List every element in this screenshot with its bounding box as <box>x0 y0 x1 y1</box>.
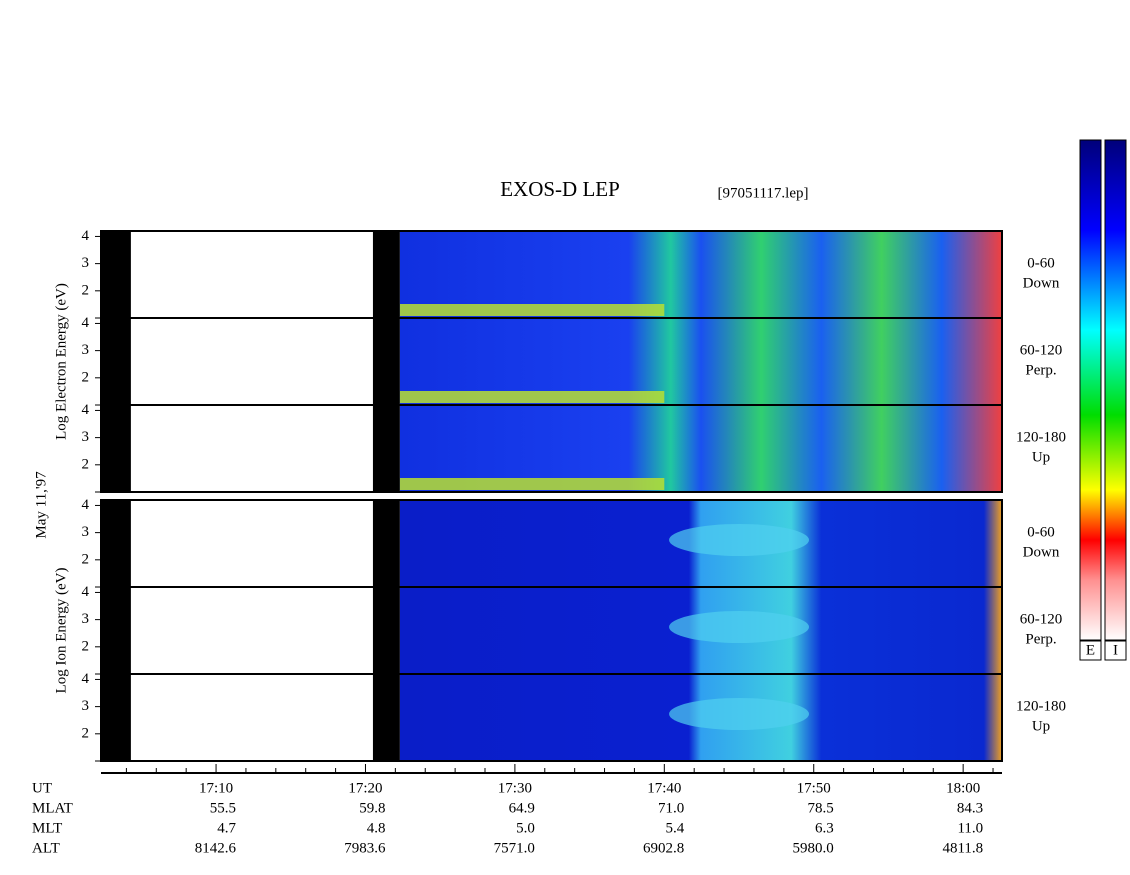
y-tick-label: 2 <box>82 282 90 298</box>
low-energy-band <box>399 391 665 403</box>
y-tick-label: 4 <box>82 584 90 600</box>
data-gap <box>101 231 131 492</box>
low-energy-band <box>399 304 665 316</box>
y-tick-label: 3 <box>82 342 90 358</box>
ephemeris-value: 7983.6 <box>344 840 386 856</box>
y-tick-label: 3 <box>82 611 90 627</box>
y-tick-label: 3 <box>82 429 90 445</box>
ephemeris-value: 5.0 <box>516 820 535 836</box>
y-axis-label: Log Ion Energy (eV) <box>53 568 69 694</box>
ephemeris-value: 6902.8 <box>643 840 684 856</box>
y-tick-label: 4 <box>82 315 90 331</box>
ephemeris-value: 64.9 <box>509 800 535 816</box>
color-bar-label-box <box>1079 640 1102 661</box>
time-label: 17:30 <box>498 780 532 796</box>
panel-frame <box>100 230 1003 493</box>
ephemeris-value: 5980.0 <box>792 840 833 856</box>
direction-label: Down <box>1023 275 1060 291</box>
ephemeris-value: 71.0 <box>658 800 684 816</box>
ephemeris-value: 7571.0 <box>494 840 535 856</box>
spectrogram-field <box>399 318 1003 405</box>
ephemeris-value: 6.3 <box>815 820 834 836</box>
data-gap <box>372 231 400 492</box>
direction-label: Up <box>1032 449 1050 465</box>
ephemeris-value: 78.5 <box>807 800 833 816</box>
y-tick-label: 3 <box>82 255 90 271</box>
y-tick-label: 4 <box>82 228 90 244</box>
time-label: 17:20 <box>348 780 382 796</box>
data-gap <box>101 500 131 761</box>
y-tick-label: 3 <box>82 698 90 714</box>
y-tick-label: 2 <box>82 369 90 385</box>
y-tick-label: 3 <box>82 524 90 540</box>
ephemeris-value: 84.3 <box>957 800 983 816</box>
angle-label: 120-180 <box>1016 429 1066 445</box>
angle-label: 120-180 <box>1016 698 1066 714</box>
ephemeris-name: UT <box>32 780 52 796</box>
time-label: 17:10 <box>199 780 233 796</box>
time-label: 17:40 <box>647 780 681 796</box>
color-bar <box>1079 139 1102 641</box>
ephemeris-name: MLT <box>32 820 62 836</box>
y-tick-label: 2 <box>82 638 90 654</box>
ephemeris-value: 4811.8 <box>942 840 983 856</box>
ephemeris-value: 4.8 <box>367 820 386 836</box>
y-tick-label: 4 <box>82 497 90 513</box>
direction-label: Perp. <box>1025 631 1056 647</box>
time-label: 17:50 <box>797 780 831 796</box>
direction-label: Perp. <box>1025 362 1056 378</box>
angle-label: 60-120 <box>1020 611 1063 627</box>
title: EXOS-D LEP <box>500 177 620 201</box>
color-bar-label-box <box>1104 640 1127 661</box>
y-tick-label: 2 <box>82 551 90 567</box>
y-tick-label: 2 <box>82 725 90 741</box>
ephemeris-value: 4.7 <box>217 820 236 836</box>
direction-label: Down <box>1023 544 1060 560</box>
color-bar <box>1104 139 1127 641</box>
low-energy-band <box>399 478 665 490</box>
file-name: [97051117.lep] <box>718 185 809 201</box>
ion-feature <box>669 611 810 643</box>
color-bar-label: E <box>1086 642 1095 658</box>
time-label: 18:00 <box>946 780 980 796</box>
ephemeris-value: 59.8 <box>359 800 385 816</box>
data-gap <box>372 500 400 761</box>
direction-label: Up <box>1032 718 1050 734</box>
ephemeris-value: 11.0 <box>957 820 983 836</box>
angle-label: 0-60 <box>1027 255 1055 271</box>
spectrogram-field <box>399 231 1003 318</box>
y-tick-label: 4 <box>82 402 90 418</box>
angle-label: 0-60 <box>1027 524 1055 540</box>
color-bar-label: I <box>1113 642 1118 658</box>
y-tick-label: 2 <box>82 456 90 472</box>
y-tick-label: 4 <box>82 671 90 687</box>
panel-frame <box>100 499 1003 762</box>
ephemeris-name: MLAT <box>32 800 73 816</box>
ion-feature <box>669 698 810 730</box>
ephemeris-value: 5.4 <box>666 820 685 836</box>
spectrogram-field <box>399 405 1003 492</box>
y-axis-label: Log Electron Energy (eV) <box>53 283 69 440</box>
ephemeris-value: 8142.6 <box>195 840 237 856</box>
ephemeris-value: 55.5 <box>210 800 236 816</box>
date-label: May 11,'97 <box>33 471 49 539</box>
angle-label: 60-120 <box>1020 342 1063 358</box>
ion-feature <box>669 524 810 556</box>
ephemeris-name: ALT <box>32 840 60 856</box>
